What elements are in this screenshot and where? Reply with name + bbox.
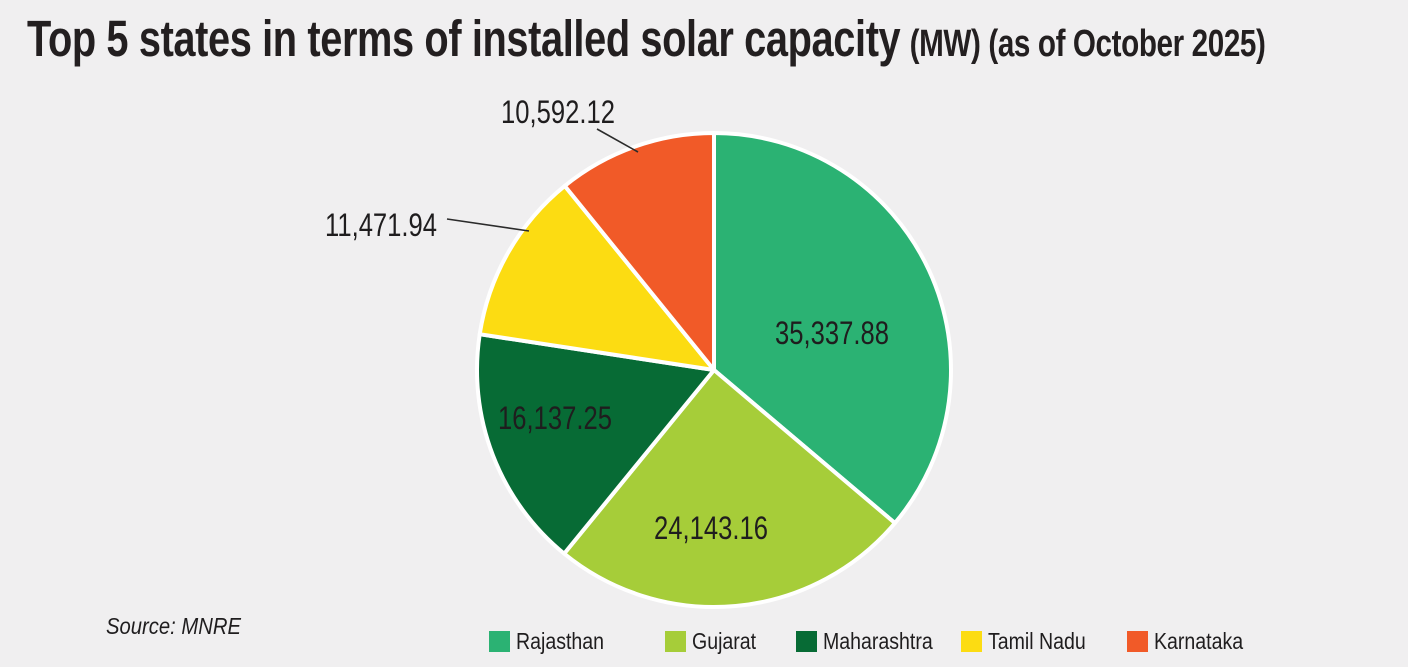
value-label-karnataka: 10,592.12 [501,94,615,130]
legend-item-gujarat: Gujarat [665,629,767,653]
pie-slice-tamil-nadu [477,183,716,372]
chart-title: Top 5 states in terms of installed solar… [27,13,1266,64]
value-label-gujarat: 24,143.16 [654,510,768,546]
legend-label: Gujarat [692,627,757,654]
legend-swatch-gujarat [665,630,686,652]
legend-swatch-rajasthan [489,630,510,652]
chart-title-suffix: (MW) (as of October 2025) [909,23,1266,65]
legend-item-maharashtra: Maharashtra [796,629,952,653]
value-label-tamil-nadu: 11,471.94 [325,207,437,243]
legend-swatch-tamil-nadu [961,630,982,652]
leader-line-karnataka [596,128,639,153]
legend-item-karnataka: Karnataka [1127,629,1259,653]
legend-swatch-maharashtra [796,630,817,652]
pie-slice-karnataka [562,131,716,372]
pie-slices [475,131,953,609]
legend-item-tamil-nadu: Tamil Nadu [961,629,1103,653]
source-note: Source: MNRE [106,613,241,639]
legend-label: Rajasthan [516,627,605,654]
pie-slice-gujarat [562,368,897,609]
value-label-maharashtra: 16,137.25 [498,400,612,436]
pie-slice-rajasthan [712,131,953,526]
legend-item-rajasthan: Rajasthan [489,629,620,653]
chart-title-main: Top 5 states in terms of installed solar… [27,10,901,67]
legend-label: Karnataka [1154,627,1244,654]
pie-slice-maharashtra [475,332,716,556]
leader-line-tamil-nadu [446,218,530,232]
legend-swatch-karnataka [1127,630,1148,652]
legend-label: Tamil Nadu [988,627,1086,654]
legend-label: Maharashtra [823,627,933,654]
value-label-rajasthan: 35,337.88 [775,315,889,351]
